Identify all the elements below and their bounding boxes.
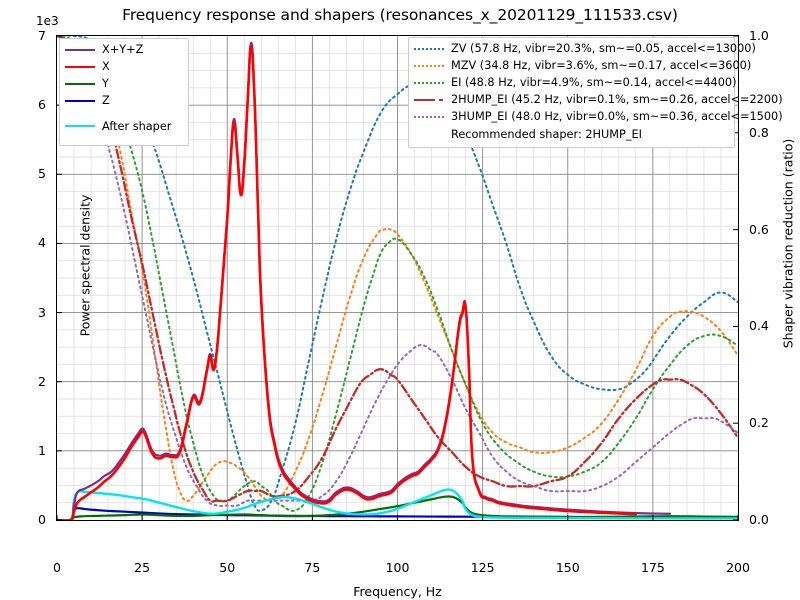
y-left-tick-label: 4: [38, 235, 46, 251]
x-tick-label: 0: [53, 560, 61, 575]
psd-curve-after-shaper: [57, 488, 738, 520]
y-left-tick-label: 7: [38, 28, 46, 43]
shaper-legend-label: ZV (57.8 Hz, vibr=20.3%, sm~=0.05, accel…: [451, 42, 756, 55]
y-left-tick-label: 3: [38, 304, 46, 320]
recommended-shaper-text: Recommended shaper: 2HUMP_EI: [451, 128, 642, 141]
shaper-legend-label: 2HUMP_EI (45.2 Hz, vibr=0.1%, sm~=0.26, …: [451, 93, 783, 106]
y-axis-exponent-label: 1e3: [36, 14, 59, 28]
shaper-legend-label: 3HUMP_EI (48.0 Hz, vibr=0.0%, sm~=0.36, …: [451, 110, 783, 123]
series-line-swatch: [65, 77, 95, 91]
shaper-line-swatch: [414, 42, 444, 56]
shaper-legend-item[interactable]: ZV (57.8 Hz, vibr=20.3%, sm~=0.05, accel…: [414, 42, 756, 59]
y-right-tick-label: 0.2: [749, 415, 769, 431]
series-legend-label: Y: [102, 77, 109, 90]
series-line-swatch: [65, 43, 95, 57]
x-tick-label: 125: [470, 560, 495, 575]
y-left-tick-label: 1: [38, 442, 46, 458]
shaper-legend-label: EI (48.8 Hz, vibr=4.9%, sm~=0.14, accel<…: [451, 76, 737, 89]
x-axis-label: Frequency, Hz: [353, 584, 442, 599]
plot-area: 0 1 2 3 4 5 6 7 0.0 0.2 0.4 0.6 0.8 1.0 0 25 50 75 100 12…: [38, 28, 795, 599]
series-line-swatch: [65, 119, 95, 133]
series-legend-item[interactable]: Y: [65, 77, 182, 94]
y-left-tick-label: 0: [38, 512, 46, 527]
shaper-legend-rows: ZV (57.8 Hz, vibr=20.3%, sm~=0.05, accel…: [414, 42, 783, 127]
series-legend-item[interactable]: After shaper: [65, 111, 182, 141]
shaper-curves: [57, 36, 738, 512]
shaper-legend-item[interactable]: EI (48.8 Hz, vibr=4.9%, sm~=0.14, accel<…: [414, 76, 736, 93]
series-legend-item[interactable]: X: [65, 60, 182, 77]
shaper-legend: ZV (57.8 Hz, vibr=20.3%, sm~=0.05, accel…: [408, 37, 783, 148]
y-right-tick-label: 0.4: [749, 318, 769, 334]
shaper-line-swatch: [414, 59, 444, 73]
psd-curve-y: [57, 495, 738, 520]
x-tick-label: 150: [555, 560, 580, 575]
y-left-tick-label: 5: [38, 166, 46, 182]
shaper-legend-label: MZV (34.8 Hz, vibr=3.6%, sm~=0.17, accel…: [451, 59, 752, 72]
y-right-tick-label: 0.6: [749, 221, 769, 237]
y-right-tick-label: 1.0: [749, 28, 769, 43]
shaper-curve-zv: [57, 36, 738, 512]
shaper-line-swatch: [414, 110, 444, 124]
psd-curve-x: [57, 45, 638, 520]
x-tick-label: 50: [219, 560, 236, 575]
shaper-legend-item[interactable]: MZV (34.8 Hz, vibr=3.6%, sm~=0.17, accel…: [414, 59, 751, 76]
x-tick-label: 75: [304, 560, 321, 575]
shaper-legend-item[interactable]: 2HUMP_EI (45.2 Hz, vibr=0.1%, sm~=0.26, …: [414, 93, 783, 110]
shaper-curve-ei: [57, 36, 738, 512]
psd-curves: [57, 41, 738, 520]
series-legend-item[interactable]: X+Y+Z: [65, 43, 182, 60]
series-line-swatch: [65, 60, 95, 74]
shaper-line-swatch: [414, 76, 444, 90]
y-left-tick-label: 2: [38, 373, 46, 389]
shaper-line-swatch: [414, 93, 444, 107]
plot-canvas: [57, 36, 738, 520]
series-line-swatch: [65, 94, 95, 108]
y-axis-right-label: Shaper vibration reduction (ratio): [780, 138, 796, 349]
shaper-curve-mzv: [57, 36, 738, 502]
shaper-legend-item[interactable]: 3HUMP_EI (48.0 Hz, vibr=0.0%, sm~=0.36, …: [414, 110, 783, 127]
x-tick-label: 25: [134, 560, 151, 575]
page-title: Frequency response and shapers (resonanc…: [122, 6, 678, 24]
series-legend-item[interactable]: Z: [65, 94, 182, 111]
y-right-tick-label: 0.0: [749, 512, 769, 527]
series-legend-label: X: [102, 60, 110, 73]
series-legend-label: Z: [102, 94, 110, 107]
series-legend-label: X+Y+Z: [102, 43, 144, 56]
x-tick-label: 175: [640, 560, 665, 575]
y-right-tick-label: 0.8: [749, 124, 769, 140]
x-tick-label: 200: [726, 560, 750, 575]
y-left-tick-label: 6: [38, 97, 46, 113]
x-tick-label: 100: [385, 560, 410, 575]
shaper-curve-2hump_ei: [57, 36, 738, 503]
series-legend-label: After shaper: [102, 119, 172, 133]
series-legend: X+Y+Z X Y Z After shaper: [59, 38, 189, 146]
